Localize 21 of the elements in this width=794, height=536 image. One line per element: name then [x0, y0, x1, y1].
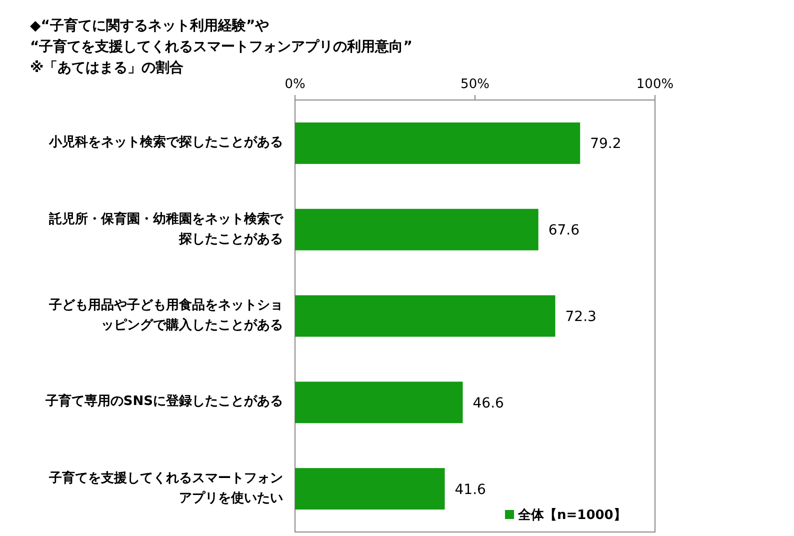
y-tick-label: 託児所・保育園・幼稚園をネット検索で探したことがある — [48, 210, 283, 249]
bar — [295, 382, 463, 424]
y-tick-label: 小児科をネット検索で探したことがある — [49, 134, 283, 152]
y-tick-label: 子ども用品や子ども用食品をネットショッピングで購入したことがある — [48, 296, 283, 335]
x-tick-label: 100% — [636, 77, 674, 92]
x-tick-label: 50% — [460, 77, 490, 92]
data-label: 72.3 — [565, 309, 596, 325]
y-tick-label: 子育て専用のSNSに登録したことがある — [45, 392, 283, 412]
data-label: 41.6 — [454, 482, 486, 498]
x-tick-label: 0% — [284, 77, 306, 92]
legend-label: 全体【n=1000】 — [517, 507, 626, 523]
data-label: 67.6 — [548, 222, 580, 239]
text: ※「あてはまる」の割合 — [30, 59, 184, 76]
y-tick-label: 子育てを支援してくれるスマートフォンアプリを使いたい — [48, 470, 283, 508]
data-label: 79.2 — [590, 136, 622, 152]
data-label: 46.6 — [472, 395, 504, 412]
bar — [295, 122, 580, 164]
bar — [295, 295, 556, 337]
bar — [295, 208, 538, 250]
chart-title: ◆“子育てに関するネット利用経験”や “子育てを支援してくれるスマートフォンアプリの利用意向” — [30, 17, 412, 55]
bar — [295, 468, 445, 510]
